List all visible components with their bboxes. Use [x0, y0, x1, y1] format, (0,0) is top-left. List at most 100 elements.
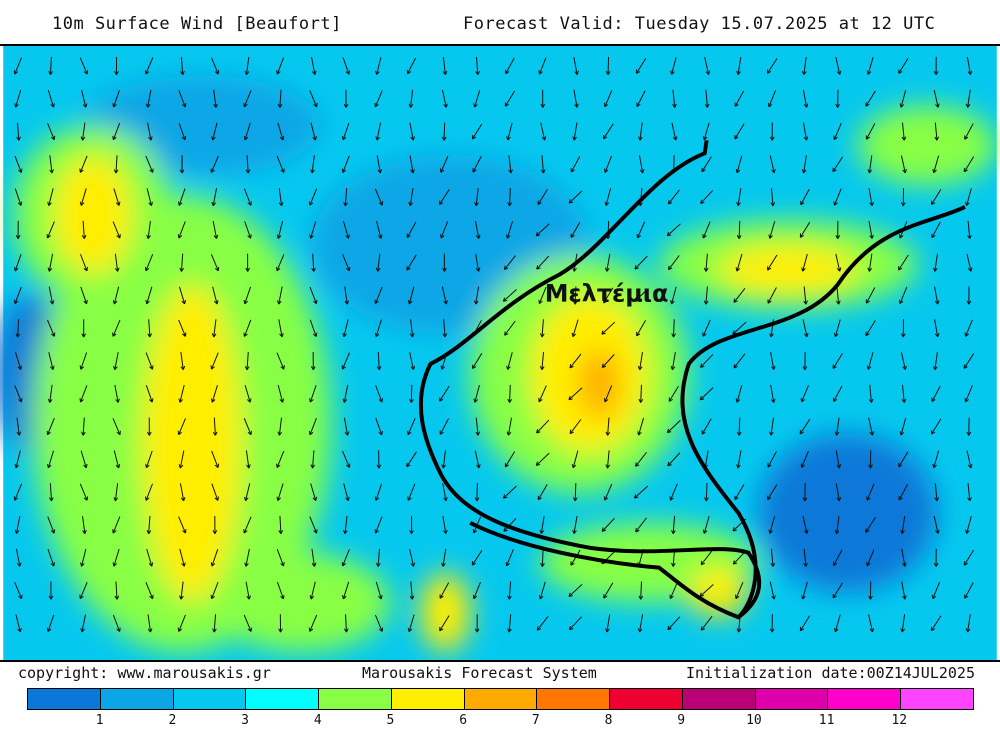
wind-arrow [540, 155, 546, 174]
wind-arrow [439, 582, 450, 599]
wind-arrow [112, 418, 121, 436]
wind-arrow [603, 582, 614, 599]
wind-arrow [243, 188, 252, 206]
wind-arrow [900, 352, 907, 371]
wind-arrow [177, 614, 186, 632]
wind-arrow [439, 155, 449, 173]
wind-arrow [243, 319, 252, 337]
wind-arrow [704, 57, 711, 75]
wind-arrow [635, 58, 647, 74]
copyright: copyright: www.marousakis.gr [18, 664, 271, 682]
wind-arrow [735, 155, 743, 174]
wind-arrow [441, 450, 446, 469]
wind-arrow [733, 353, 746, 369]
wind-arrow [276, 483, 284, 501]
wind-arrow [770, 188, 776, 207]
wind-arrow [409, 548, 416, 567]
wind-arrow [899, 286, 908, 305]
wind-arrow [568, 616, 582, 631]
wind-arrow [966, 253, 973, 272]
wind-arrow [177, 418, 187, 436]
wind-arrows [13, 56, 975, 633]
wind-arrow [604, 188, 612, 206]
wind-arrow [343, 188, 348, 207]
wind-arrow [47, 188, 54, 207]
wind-arrow [244, 351, 250, 371]
wind-arrow [245, 581, 251, 600]
wind-arrow [506, 417, 512, 436]
wind-arrow [177, 221, 186, 239]
wind-arrow [441, 548, 447, 567]
wind-arrow [507, 581, 512, 600]
legend-swatch [173, 689, 247, 709]
wind-arrow [80, 614, 86, 633]
wind-arrow [603, 483, 613, 501]
legend-swatch [391, 689, 465, 709]
wind-arrow [472, 156, 482, 173]
wind-arrow [439, 615, 450, 632]
wind-arrow [112, 286, 120, 305]
wind-arrow [767, 484, 778, 501]
wind-arrow [799, 418, 811, 435]
wind-arrow [769, 581, 776, 600]
wind-arrow [409, 581, 415, 600]
wind-arrow [178, 122, 187, 141]
wind-arrow [277, 286, 283, 305]
wind-arrow [700, 354, 714, 368]
wind-arrow [964, 319, 973, 337]
wind-arrow [113, 155, 119, 174]
wind-arrow [310, 483, 318, 502]
wind-arrow [375, 122, 382, 141]
legend-swatch [246, 689, 320, 709]
wind-arrow [474, 614, 480, 633]
wind-arrow [768, 516, 776, 534]
wind-arrow [506, 352, 513, 370]
wind-arrow [376, 155, 383, 174]
wind-arrow [244, 483, 251, 502]
wind-arrow [16, 122, 21, 141]
wind-arrow [310, 155, 315, 174]
wind-arrow [638, 155, 645, 174]
legend-swatch [464, 689, 538, 709]
wind-arrow [865, 517, 876, 533]
beaufort-legend [27, 688, 974, 710]
wind-arrow [79, 352, 88, 370]
wind-arrow [180, 352, 186, 371]
wind-arrow [934, 286, 940, 305]
wind-arrow [901, 384, 907, 403]
wind-arrow [309, 516, 318, 534]
wind-arrow [799, 221, 811, 238]
wind-arrow [178, 384, 185, 403]
forecast-valid: Forecast Valid: Tuesday 15.07.2025 at 12… [463, 14, 936, 34]
wind-arrow [799, 615, 811, 632]
wind-arrow [735, 384, 743, 403]
wind-arrow [13, 57, 23, 75]
wind-arrow [309, 221, 317, 239]
wind-arrow [408, 89, 414, 108]
wind-arrow [13, 286, 22, 305]
wind-arrow [835, 450, 842, 469]
wind-arrow [667, 255, 680, 271]
wind-arrow [113, 450, 121, 469]
wind-arrow [276, 155, 285, 173]
wind-arrow [801, 581, 808, 600]
wind-arrow [47, 450, 54, 469]
wind-arrow [700, 550, 713, 566]
wind-arrow [800, 385, 809, 403]
wind-arrow [374, 188, 384, 206]
wind-arrow [900, 515, 906, 535]
wind-arrow [703, 253, 709, 272]
wind-arrow [374, 516, 383, 534]
wind-arrow [638, 581, 644, 600]
wind-arrow [146, 220, 151, 239]
wind-arrow [568, 387, 583, 401]
wind-arrow [572, 483, 578, 502]
wind-arrow [474, 483, 480, 502]
wind-arrow [14, 89, 22, 108]
wind-arrow [702, 516, 710, 534]
wind-arrow [409, 384, 414, 403]
wind-arrow [145, 385, 154, 403]
wind-arrow [212, 515, 218, 535]
wind-arrow [343, 515, 348, 535]
wind-arrow [178, 450, 185, 469]
